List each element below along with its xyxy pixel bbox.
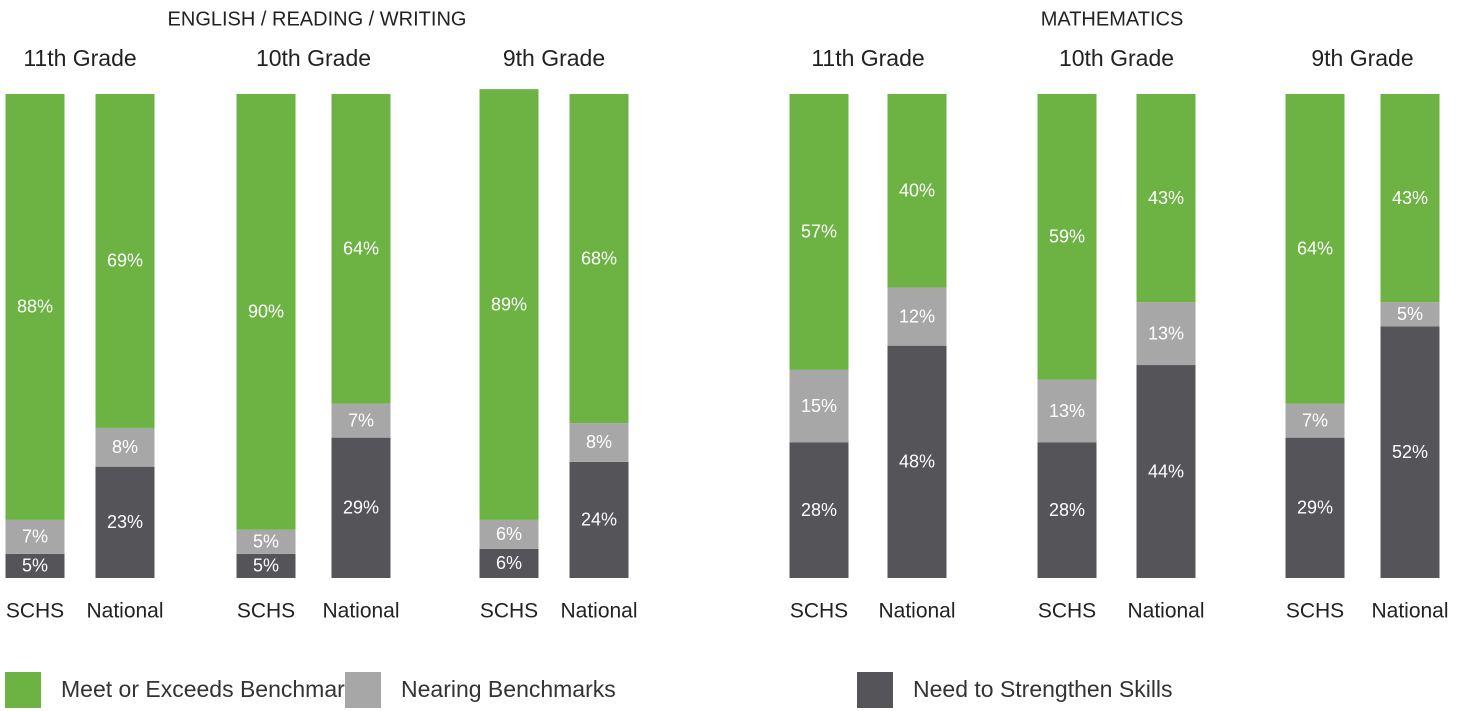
legend-swatch (5, 672, 41, 708)
x-tick-label: SCHS (1286, 600, 1344, 623)
bar-segment (5, 519, 65, 554)
value-label: 44% (1148, 461, 1184, 481)
bar-segment (1285, 437, 1345, 578)
value-label: 5% (22, 556, 48, 576)
value-label: 64% (1297, 239, 1333, 259)
bar-segment (95, 466, 155, 578)
value-label: 48% (899, 452, 935, 472)
bar-segment (887, 345, 947, 578)
x-tick-label: National (1127, 600, 1204, 623)
bar-segment (5, 553, 65, 578)
value-label: 43% (1148, 188, 1184, 208)
bar-segment (479, 548, 539, 578)
panel-title: ENGLISH / READING / WRITING (168, 8, 467, 30)
group-title: 11th Grade (811, 45, 924, 71)
value-label: 28% (1049, 500, 1085, 520)
bar-segment (1136, 302, 1196, 366)
value-label: 7% (1302, 410, 1328, 430)
group-title: 11th Grade (23, 45, 136, 71)
value-label: 89% (491, 294, 527, 314)
value-label: 64% (343, 239, 379, 259)
x-tick-label: SCHS (790, 600, 848, 623)
value-label: 52% (1392, 442, 1428, 462)
legend-label: Meet or Exceeds Benchmarks (61, 676, 368, 702)
bar-segment (789, 94, 849, 370)
bar-segment (1380, 302, 1440, 327)
value-label: 5% (1397, 304, 1423, 324)
bar-segment (1285, 94, 1345, 404)
value-label: 6% (496, 553, 522, 573)
value-label: 24% (581, 510, 617, 530)
value-label: 90% (248, 302, 284, 322)
value-label: 5% (253, 556, 279, 576)
legend-label: Need to Strengthen Skills (913, 676, 1173, 702)
bar-segment (569, 94, 629, 424)
bar-segment (479, 519, 539, 549)
bar-segment (1037, 94, 1097, 380)
value-label: 8% (112, 437, 138, 457)
x-tick-label: National (1371, 600, 1448, 623)
bar-segment (569, 423, 629, 462)
legend-swatch (857, 672, 893, 708)
group-title: 10th Grade (1059, 45, 1174, 71)
value-label: 13% (1148, 323, 1184, 343)
bar-segment (95, 94, 155, 428)
value-label: 29% (1297, 498, 1333, 518)
x-tick-label: National (560, 600, 637, 623)
value-label: 43% (1392, 188, 1428, 208)
value-label: 6% (496, 524, 522, 544)
bar-segment (887, 287, 947, 346)
group-title: 10th Grade (256, 45, 371, 71)
bar-segment (789, 442, 849, 578)
value-label: 5% (253, 531, 279, 551)
bar-segment (331, 94, 391, 404)
value-label: 29% (343, 498, 379, 518)
bar-segment (236, 529, 296, 554)
bar-segment (5, 94, 65, 520)
value-label: 7% (348, 410, 374, 430)
value-label: 88% (17, 297, 53, 317)
value-label: 28% (801, 500, 837, 520)
value-label: 8% (586, 432, 612, 452)
group-title: 9th Grade (503, 45, 605, 71)
x-tick-label: SCHS (480, 600, 538, 623)
bar-segment (1285, 403, 1345, 438)
value-label: 13% (1049, 401, 1085, 421)
bar-segment (1037, 379, 1097, 443)
bar-segment (331, 403, 391, 438)
value-label: 15% (801, 396, 837, 416)
bar-segment (95, 427, 155, 467)
value-label: 59% (1049, 227, 1085, 247)
x-tick-label: SCHS (237, 600, 295, 623)
value-label: 40% (899, 181, 935, 201)
legend-swatch (345, 672, 381, 708)
x-tick-label: National (86, 600, 163, 623)
value-label: 68% (581, 248, 617, 268)
x-tick-label: National (878, 600, 955, 623)
bar-segment (479, 89, 539, 520)
value-label: 12% (899, 306, 935, 326)
x-tick-label: SCHS (6, 600, 64, 623)
value-label: 57% (801, 222, 837, 242)
bar-segment (1136, 365, 1196, 578)
x-tick-label: National (322, 600, 399, 623)
bar-segment (789, 369, 849, 443)
bar-segment (1136, 94, 1196, 303)
value-label: 69% (107, 251, 143, 271)
legend-label: Nearing Benchmarks (401, 676, 616, 702)
bar-segment (1380, 94, 1440, 303)
bar-segment (1380, 326, 1440, 578)
group-title: 9th Grade (1311, 45, 1413, 71)
panel-title: MATHEMATICS (1041, 8, 1184, 30)
value-label: 7% (22, 527, 48, 547)
bar-segment (331, 437, 391, 578)
bar-segment (236, 94, 296, 530)
bar-segment (569, 461, 629, 578)
value-label: 23% (107, 512, 143, 532)
bar-segment (236, 553, 296, 578)
x-tick-label: SCHS (1038, 600, 1096, 623)
bar-segment (1037, 442, 1097, 578)
bar-segment (887, 94, 947, 288)
